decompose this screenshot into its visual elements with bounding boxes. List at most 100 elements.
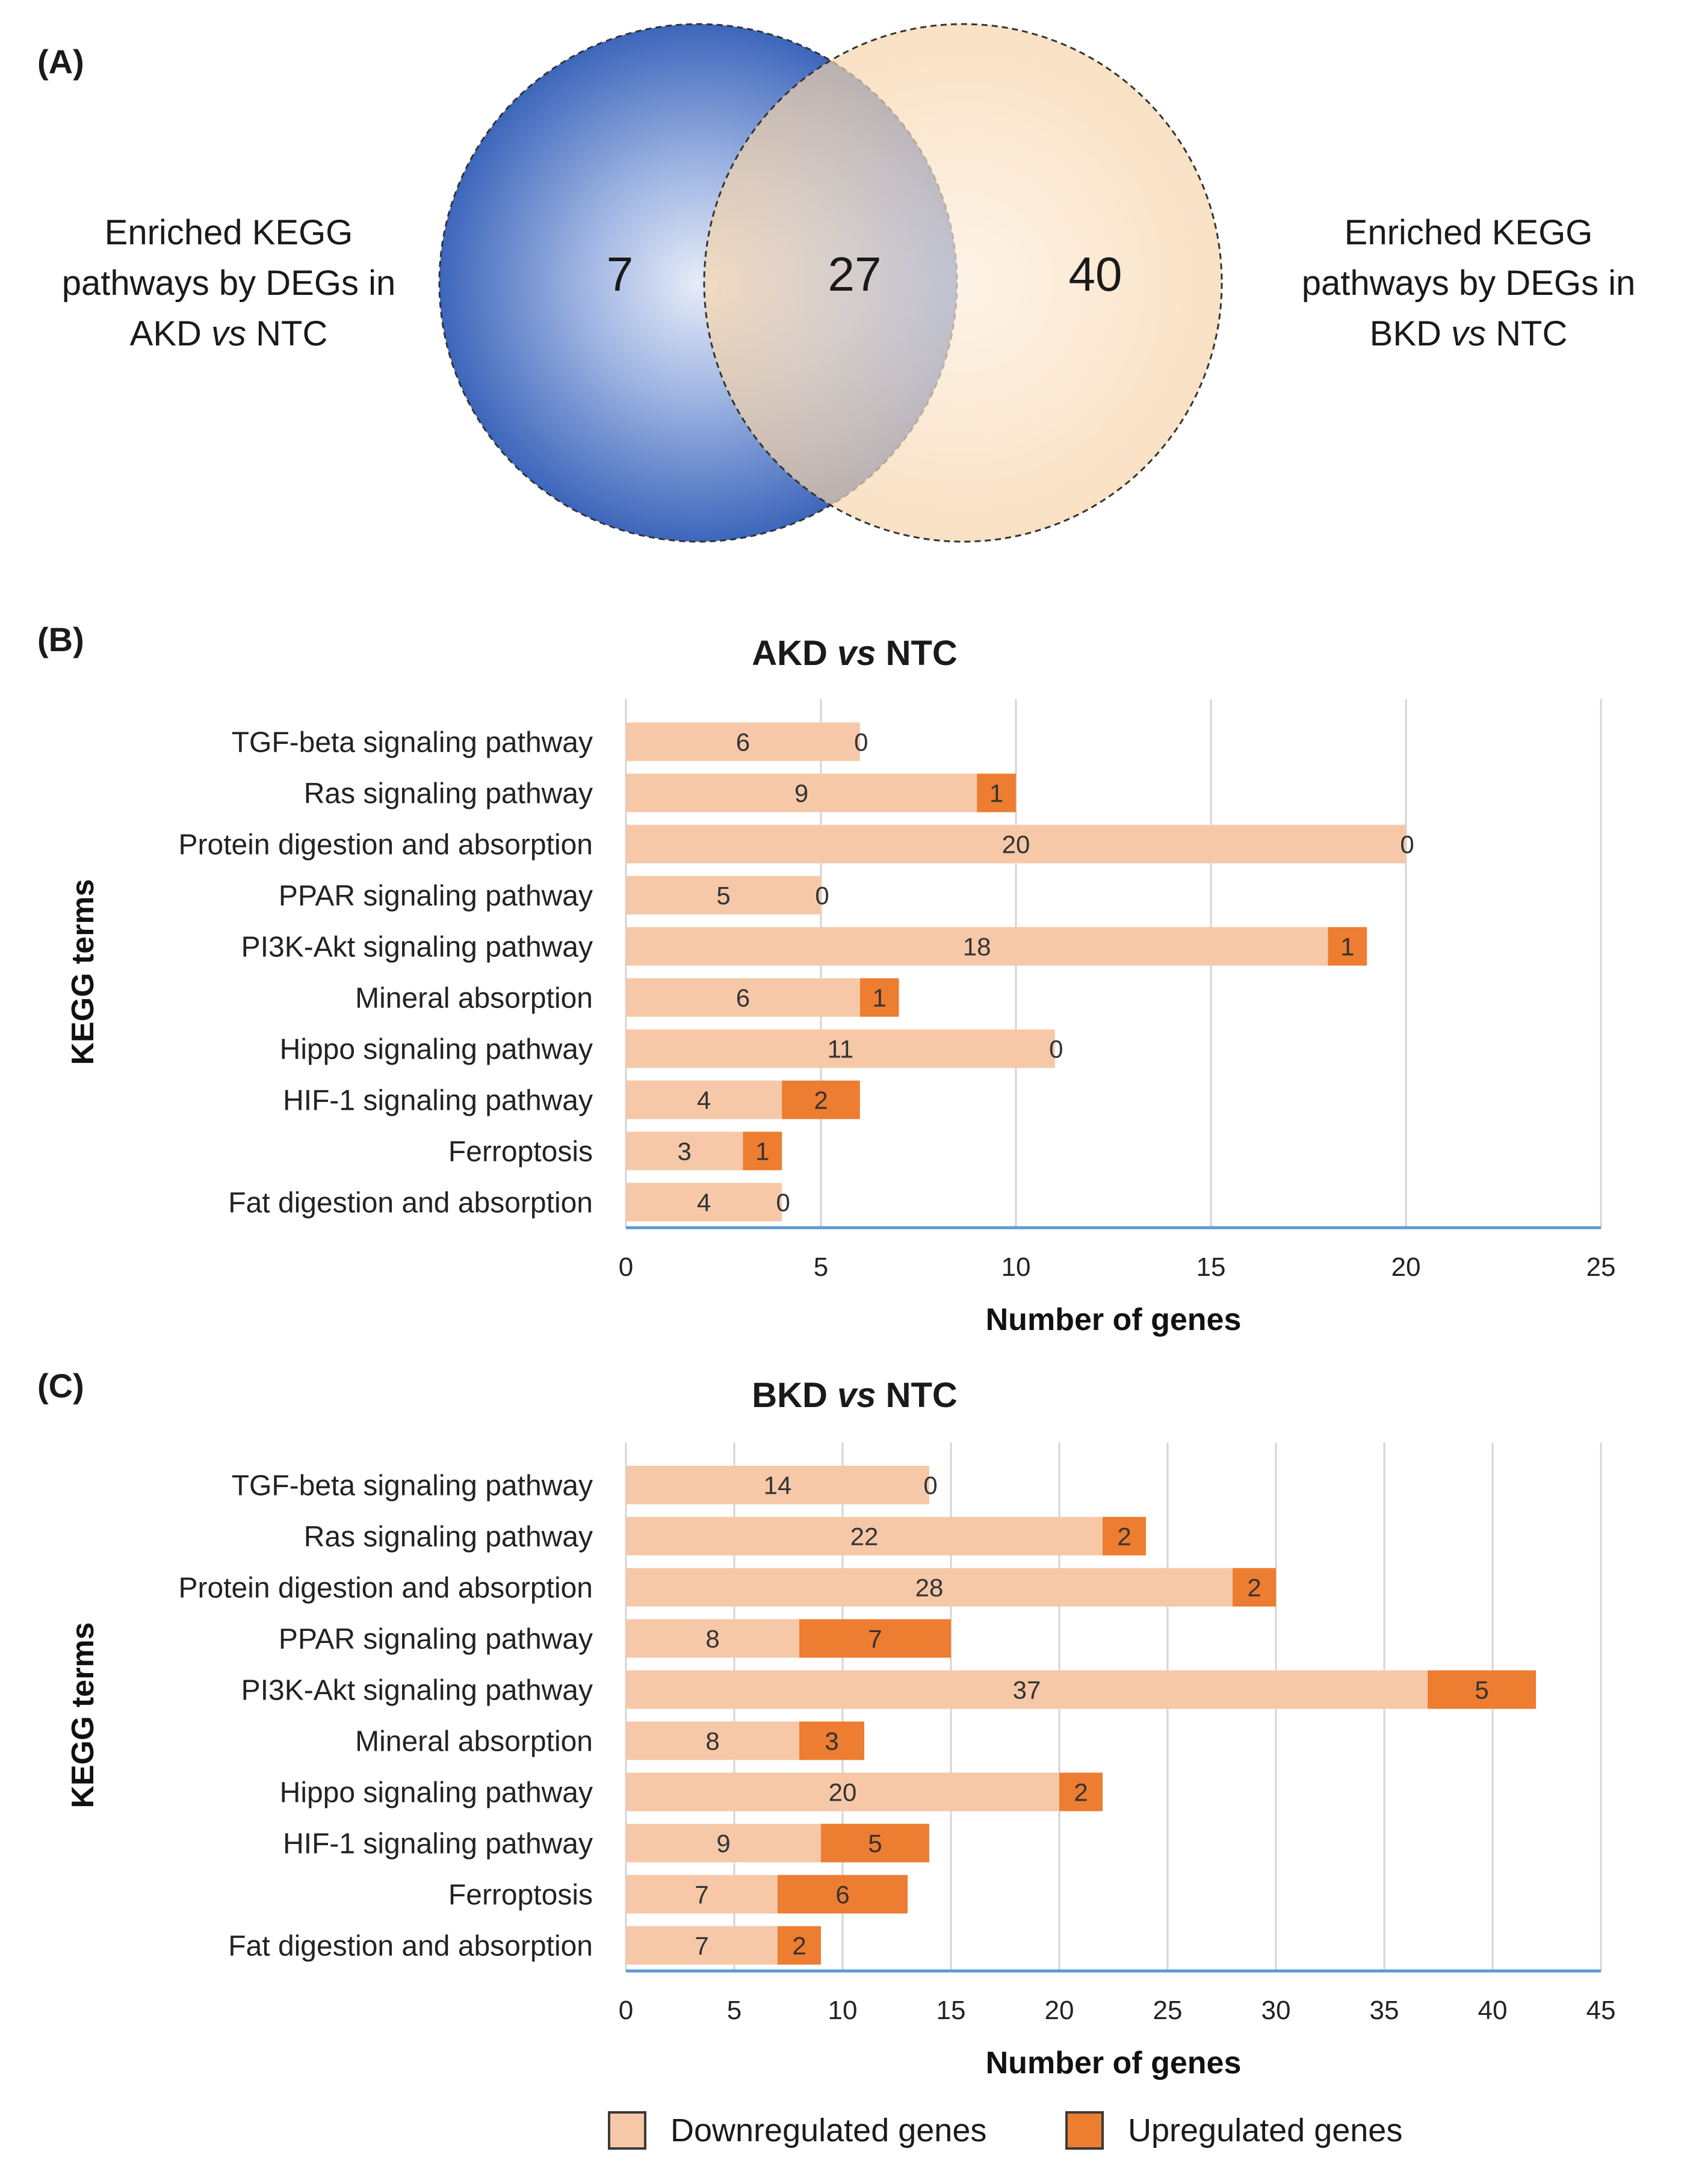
chart-b-data-label-upregulated: 0: [1400, 831, 1414, 859]
chart-c-bar-upregulated: [821, 1824, 929, 1863]
chart-c-category-label: HIF-1 signaling pathway: [283, 1828, 593, 1860]
chart-b-x-tick-label: 25: [1586, 1252, 1616, 1282]
chart-c-title: BKD vs NTC: [752, 1376, 958, 1415]
chart-b-x-tick-label: 5: [814, 1252, 828, 1282]
chart-c-x-tick-label: 25: [1153, 1996, 1183, 2025]
chart-b-data-label-downregulated: 11: [828, 1035, 854, 1063]
chart-b-data-label-downregulated: 4: [697, 1086, 711, 1115]
chart-b-bar-downregulated: [626, 1080, 782, 1119]
chart-c-category-label: TGF-beta signaling pathway: [232, 1470, 593, 1502]
chart-c-bar-upregulated: [778, 1875, 908, 1914]
chart-c-data-label-downregulated: 7: [695, 1932, 708, 1960]
panel-c-label: (C): [37, 1367, 84, 1405]
chart-b-category-label: HIF-1 signaling pathway: [283, 1085, 593, 1117]
chart-c-data-label-upregulated: 2: [792, 1932, 806, 1960]
chart-c-data-label-upregulated: 2: [1247, 1574, 1261, 1602]
chart-b-bar-downregulated: [626, 1131, 743, 1171]
chart-c-y-axis-title: KEGG terms: [66, 1622, 101, 1808]
chart-c-data-label-upregulated: 6: [835, 1881, 849, 1909]
chart-b-data-label-upregulated: 1: [989, 779, 1003, 808]
chart-c-bar-downregulated: [626, 1824, 821, 1863]
chart-b-category-label: Fat digestion and absorption: [228, 1187, 593, 1219]
venn-left-label-line2: pathways by DEGs in: [61, 264, 396, 303]
chart-c-x-axis-title: Number of genes: [986, 2046, 1242, 2080]
chart-c-data-label-upregulated: 5: [1475, 1676, 1488, 1704]
chart-c-data-label-upregulated: 7: [868, 1625, 882, 1653]
chart-b-x-tick-label: 20: [1391, 1252, 1421, 1282]
chart-b-bar-upregulated: [782, 1080, 860, 1119]
chart-c-data-label-upregulated: 0: [923, 1471, 937, 1500]
chart-b-category-label: Mineral absorption: [355, 983, 593, 1015]
chart-c-bar-downregulated: [626, 1875, 778, 1914]
chart-c-category-label: Mineral absorption: [355, 1726, 593, 1758]
chart-c-data-label-downregulated: 28: [915, 1574, 944, 1602]
chart-c-bar-downregulated: [626, 1568, 1233, 1607]
chart-c-bar-upregulated: [1103, 1517, 1146, 1556]
chart-b-bar-downregulated: [626, 1183, 782, 1222]
chart-c-bar-upregulated: [778, 1926, 821, 1965]
chart-b-data-label-downregulated: 20: [1002, 831, 1030, 859]
legend-swatch-downregulated: [608, 2111, 646, 2150]
panel-b-label: (B): [37, 620, 84, 658]
chart-c-category-label: PPAR signaling pathway: [279, 1624, 593, 1656]
chart-b-category-label: Ferroptosis: [448, 1136, 593, 1168]
chart-b-bar-upregulated: [1328, 927, 1367, 966]
chart-c-data-label-downregulated: 14: [764, 1471, 792, 1500]
chart-c-data-label-downregulated: 20: [829, 1778, 857, 1807]
venn-left-label-line1: Enriched KEGG: [104, 213, 353, 252]
venn-right-label-line3: BKD vs NTC: [1369, 314, 1568, 353]
chart-c-x-tick-label: 5: [727, 1996, 741, 2025]
legend-item-downregulated: Downregulated genes: [608, 2094, 986, 2167]
chart-c-bar-downregulated: [626, 1670, 1428, 1709]
chart-b-bar-upregulated: [859, 978, 899, 1017]
legend-label-upregulated: Upregulated genes: [1128, 2112, 1403, 2148]
chart-c-data-label-downregulated: 8: [705, 1727, 719, 1756]
chart-b-data-label-downregulated: 5: [716, 882, 730, 910]
chart-b-category-label: PPAR signaling pathway: [279, 880, 593, 912]
venn-left-only-count: 7: [606, 247, 634, 301]
chart-b-x-tick-label: 0: [619, 1252, 633, 1282]
chart-c-bar-downregulated: [626, 1926, 778, 1965]
chart-c-bar-upregulated: [1428, 1670, 1536, 1709]
chart-b-x-axis-title: Number of genes: [986, 1302, 1242, 1337]
venn-left-label-line3: AKD vs NTC: [129, 314, 328, 353]
chart-b-category-label: TGF-beta signaling pathway: [232, 727, 593, 759]
chart-b-x-tick-label: 10: [1001, 1252, 1031, 1282]
chart-c-bar-downregulated: [626, 1772, 1059, 1811]
chart-c-x-tick-label: 45: [1586, 1996, 1616, 2025]
chart-b-category-label: Protein digestion and absorption: [179, 829, 593, 861]
legend-swatch-upregulated: [1065, 2111, 1104, 2150]
chart-b-y-axis-title: KEGG terms: [66, 879, 101, 1065]
chart-c-bar-downregulated: [626, 1517, 1103, 1556]
chart-c-bar-upregulated: [1059, 1772, 1103, 1811]
chart-b-data-label-upregulated: 1: [873, 984, 887, 1012]
chart-legend: Downregulated genes Upregulated genes: [608, 2094, 1511, 2167]
chart-c-bar-downregulated: [626, 1619, 799, 1658]
chart-c-x-tick-label: 35: [1370, 1996, 1399, 2025]
chart-c-bar-upregulated: [1233, 1568, 1276, 1607]
chart-b-data-label-upregulated: 0: [854, 728, 868, 756]
venn-right-label-line1: Enriched KEGG: [1344, 213, 1593, 252]
chart-b-data-label-upregulated: 0: [1049, 1035, 1063, 1063]
chart-b-data-label-downregulated: 6: [736, 728, 750, 756]
venn-right-label: Enriched KEGG pathways by DEGs in BKD vs…: [1282, 208, 1655, 359]
chart-b-bar-upregulated: [977, 773, 1016, 812]
chart-b-bar-downregulated: [626, 1029, 1055, 1068]
chart-b-data-label-upregulated: 0: [815, 882, 829, 910]
chart-b-category-label: PI3K-Akt signaling pathway: [241, 932, 593, 964]
chart-c-data-label-downregulated: 8: [705, 1625, 719, 1653]
chart-b-data-label-downregulated: 9: [794, 779, 808, 808]
legend-label-downregulated: Downregulated genes: [670, 2112, 987, 2148]
chart-b-x-tick-label: 15: [1196, 1252, 1226, 1282]
chart-c-category-label: PI3K-Akt signaling pathway: [241, 1675, 593, 1707]
chart-c-bar-downregulated: [626, 1721, 799, 1760]
chart-b-bar-downregulated: [626, 722, 860, 761]
chart-c-x-tick-label: 40: [1478, 1996, 1508, 2025]
chart-c-data-label-downregulated: 7: [695, 1881, 708, 1909]
chart-c-bar-upregulated: [799, 1721, 864, 1760]
chart-c-x-tick-label: 30: [1261, 1996, 1291, 2025]
chart-b-category-label: Ras signaling pathway: [304, 778, 593, 810]
chart-b-data-label-upregulated: 1: [1340, 933, 1354, 961]
chart-b-data-label-upregulated: 0: [776, 1189, 790, 1217]
